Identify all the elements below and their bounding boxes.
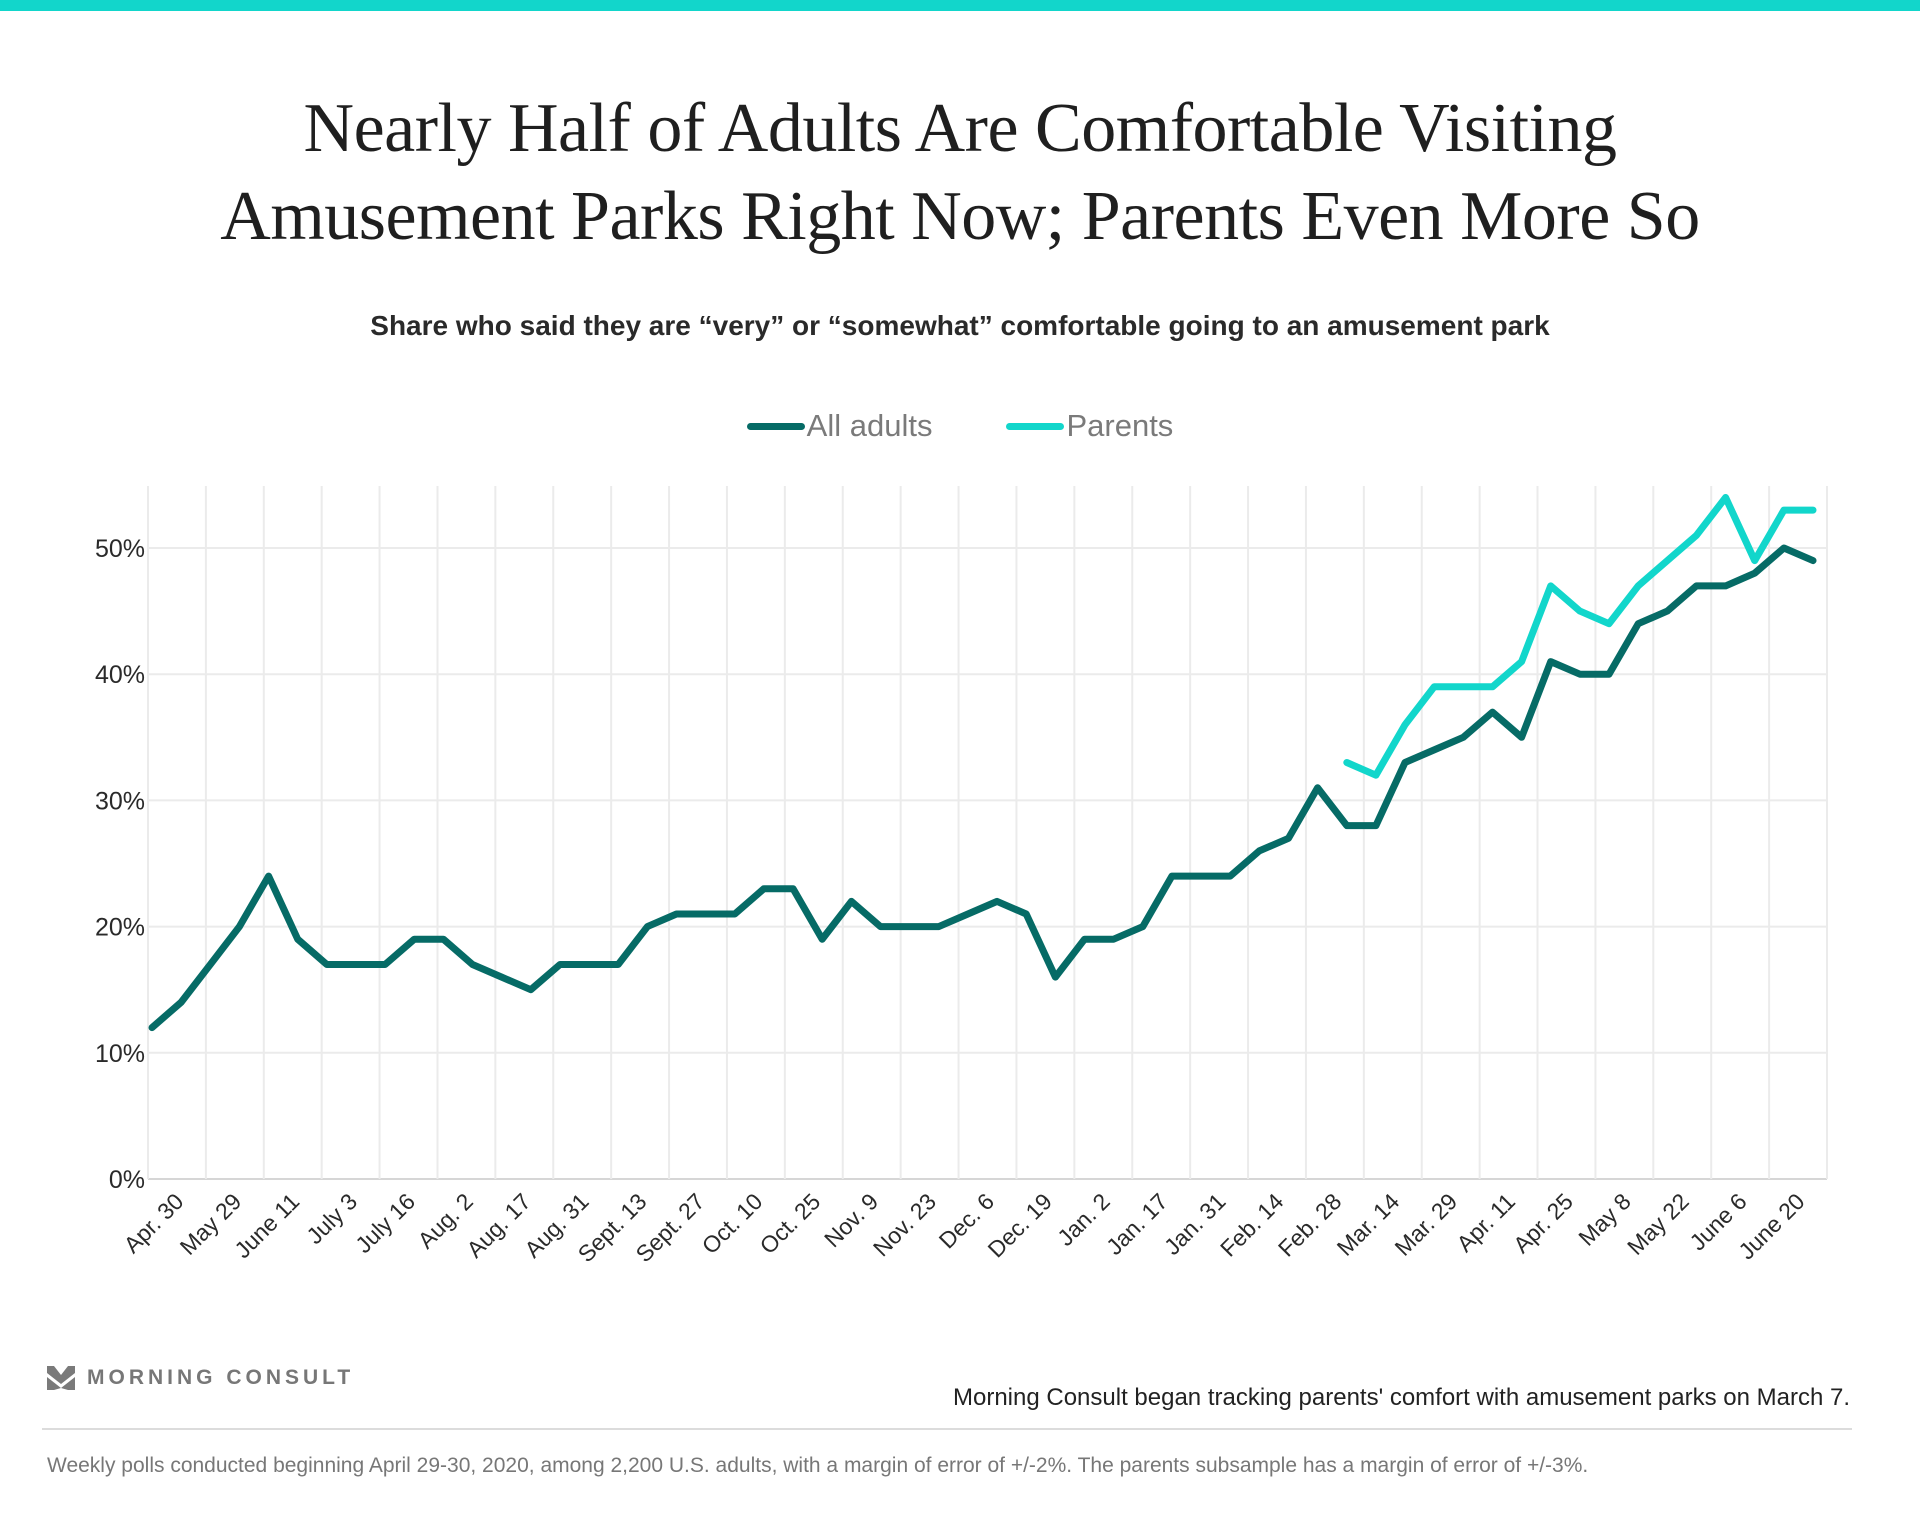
series-line-parents — [1343, 494, 1817, 779]
x-tick-label: Oct. 10 — [697, 1188, 768, 1259]
chart-series — [148, 494, 1817, 1032]
chart-note: Morning Consult began tracking parents' … — [953, 1384, 1850, 1411]
chart-title-line-1: Nearly Half of Adults Are Comfortable Vi… — [303, 90, 1617, 167]
x-tick-label: Oct. 25 — [755, 1188, 826, 1259]
x-tick-label: Aug. 17 — [461, 1188, 535, 1262]
footer-divider — [42, 1428, 1852, 1430]
chevron-m-logo-icon — [47, 1366, 75, 1390]
morning-consult-logo: MORNING CONSULT — [47, 1366, 354, 1390]
x-tick-label: Mar. 29 — [1390, 1188, 1463, 1261]
x-tick-label: Apr. 30 — [119, 1188, 189, 1258]
chart-legend: All adults Parents — [0, 408, 1920, 444]
y-tick-label: 10% — [95, 1040, 145, 1068]
legend-label-parents: Parents — [1066, 408, 1174, 443]
series-line-all-adults — [148, 544, 1817, 1032]
x-tick-label: Dec. 19 — [982, 1188, 1056, 1262]
y-tick-label: 20% — [95, 914, 145, 942]
legend-item-parents: Parents — [1006, 408, 1173, 444]
y-tick-label: 0% — [109, 1166, 145, 1194]
x-tick-label: Jan. 17 — [1101, 1188, 1173, 1260]
legend-swatch-parents — [1006, 422, 1065, 430]
y-tick-label: 50% — [95, 535, 145, 563]
x-tick-label: Feb. 28 — [1273, 1188, 1347, 1262]
x-tick-label: May 22 — [1622, 1188, 1694, 1260]
legend-item-all-adults: All adults — [746, 408, 933, 444]
chart-grid — [147, 486, 1828, 1180]
legend-label-all-adults: All adults — [806, 408, 933, 443]
x-tick-label: June 11 — [229, 1188, 304, 1263]
methodology-footnote: Weekly polls conducted beginning April 2… — [47, 1454, 1589, 1477]
x-tick-label: Nov. 23 — [868, 1188, 941, 1261]
x-tick-label: Mar. 14 — [1332, 1188, 1405, 1261]
x-tick-label: June 20 — [1733, 1188, 1809, 1264]
chart-title-line-2: Amusement Parks Right Now; Parents Even … — [220, 178, 1700, 255]
logo-text: MORNING CONSULT — [87, 1366, 355, 1389]
y-tick-label: 30% — [95, 787, 145, 815]
x-tick-label: July 16 — [350, 1188, 420, 1258]
legend-swatch-all-adults — [746, 422, 805, 430]
x-tick-label: Feb. 14 — [1215, 1188, 1289, 1262]
y-axis-ticks: 0% 10% 20% 30% 40% 50% — [95, 535, 145, 1194]
chart-subtitle: Share who said they are “very” or “somew… — [370, 310, 1550, 341]
chart-title: Nearly Half of Adults Are Comfortable Vi… — [0, 85, 1920, 261]
accent-top-bar — [0, 0, 1920, 11]
y-tick-label: 40% — [95, 661, 145, 689]
x-tick-label: Apr. 11 — [1451, 1188, 1520, 1257]
x-tick-label: Apr. 25 — [1508, 1188, 1578, 1258]
